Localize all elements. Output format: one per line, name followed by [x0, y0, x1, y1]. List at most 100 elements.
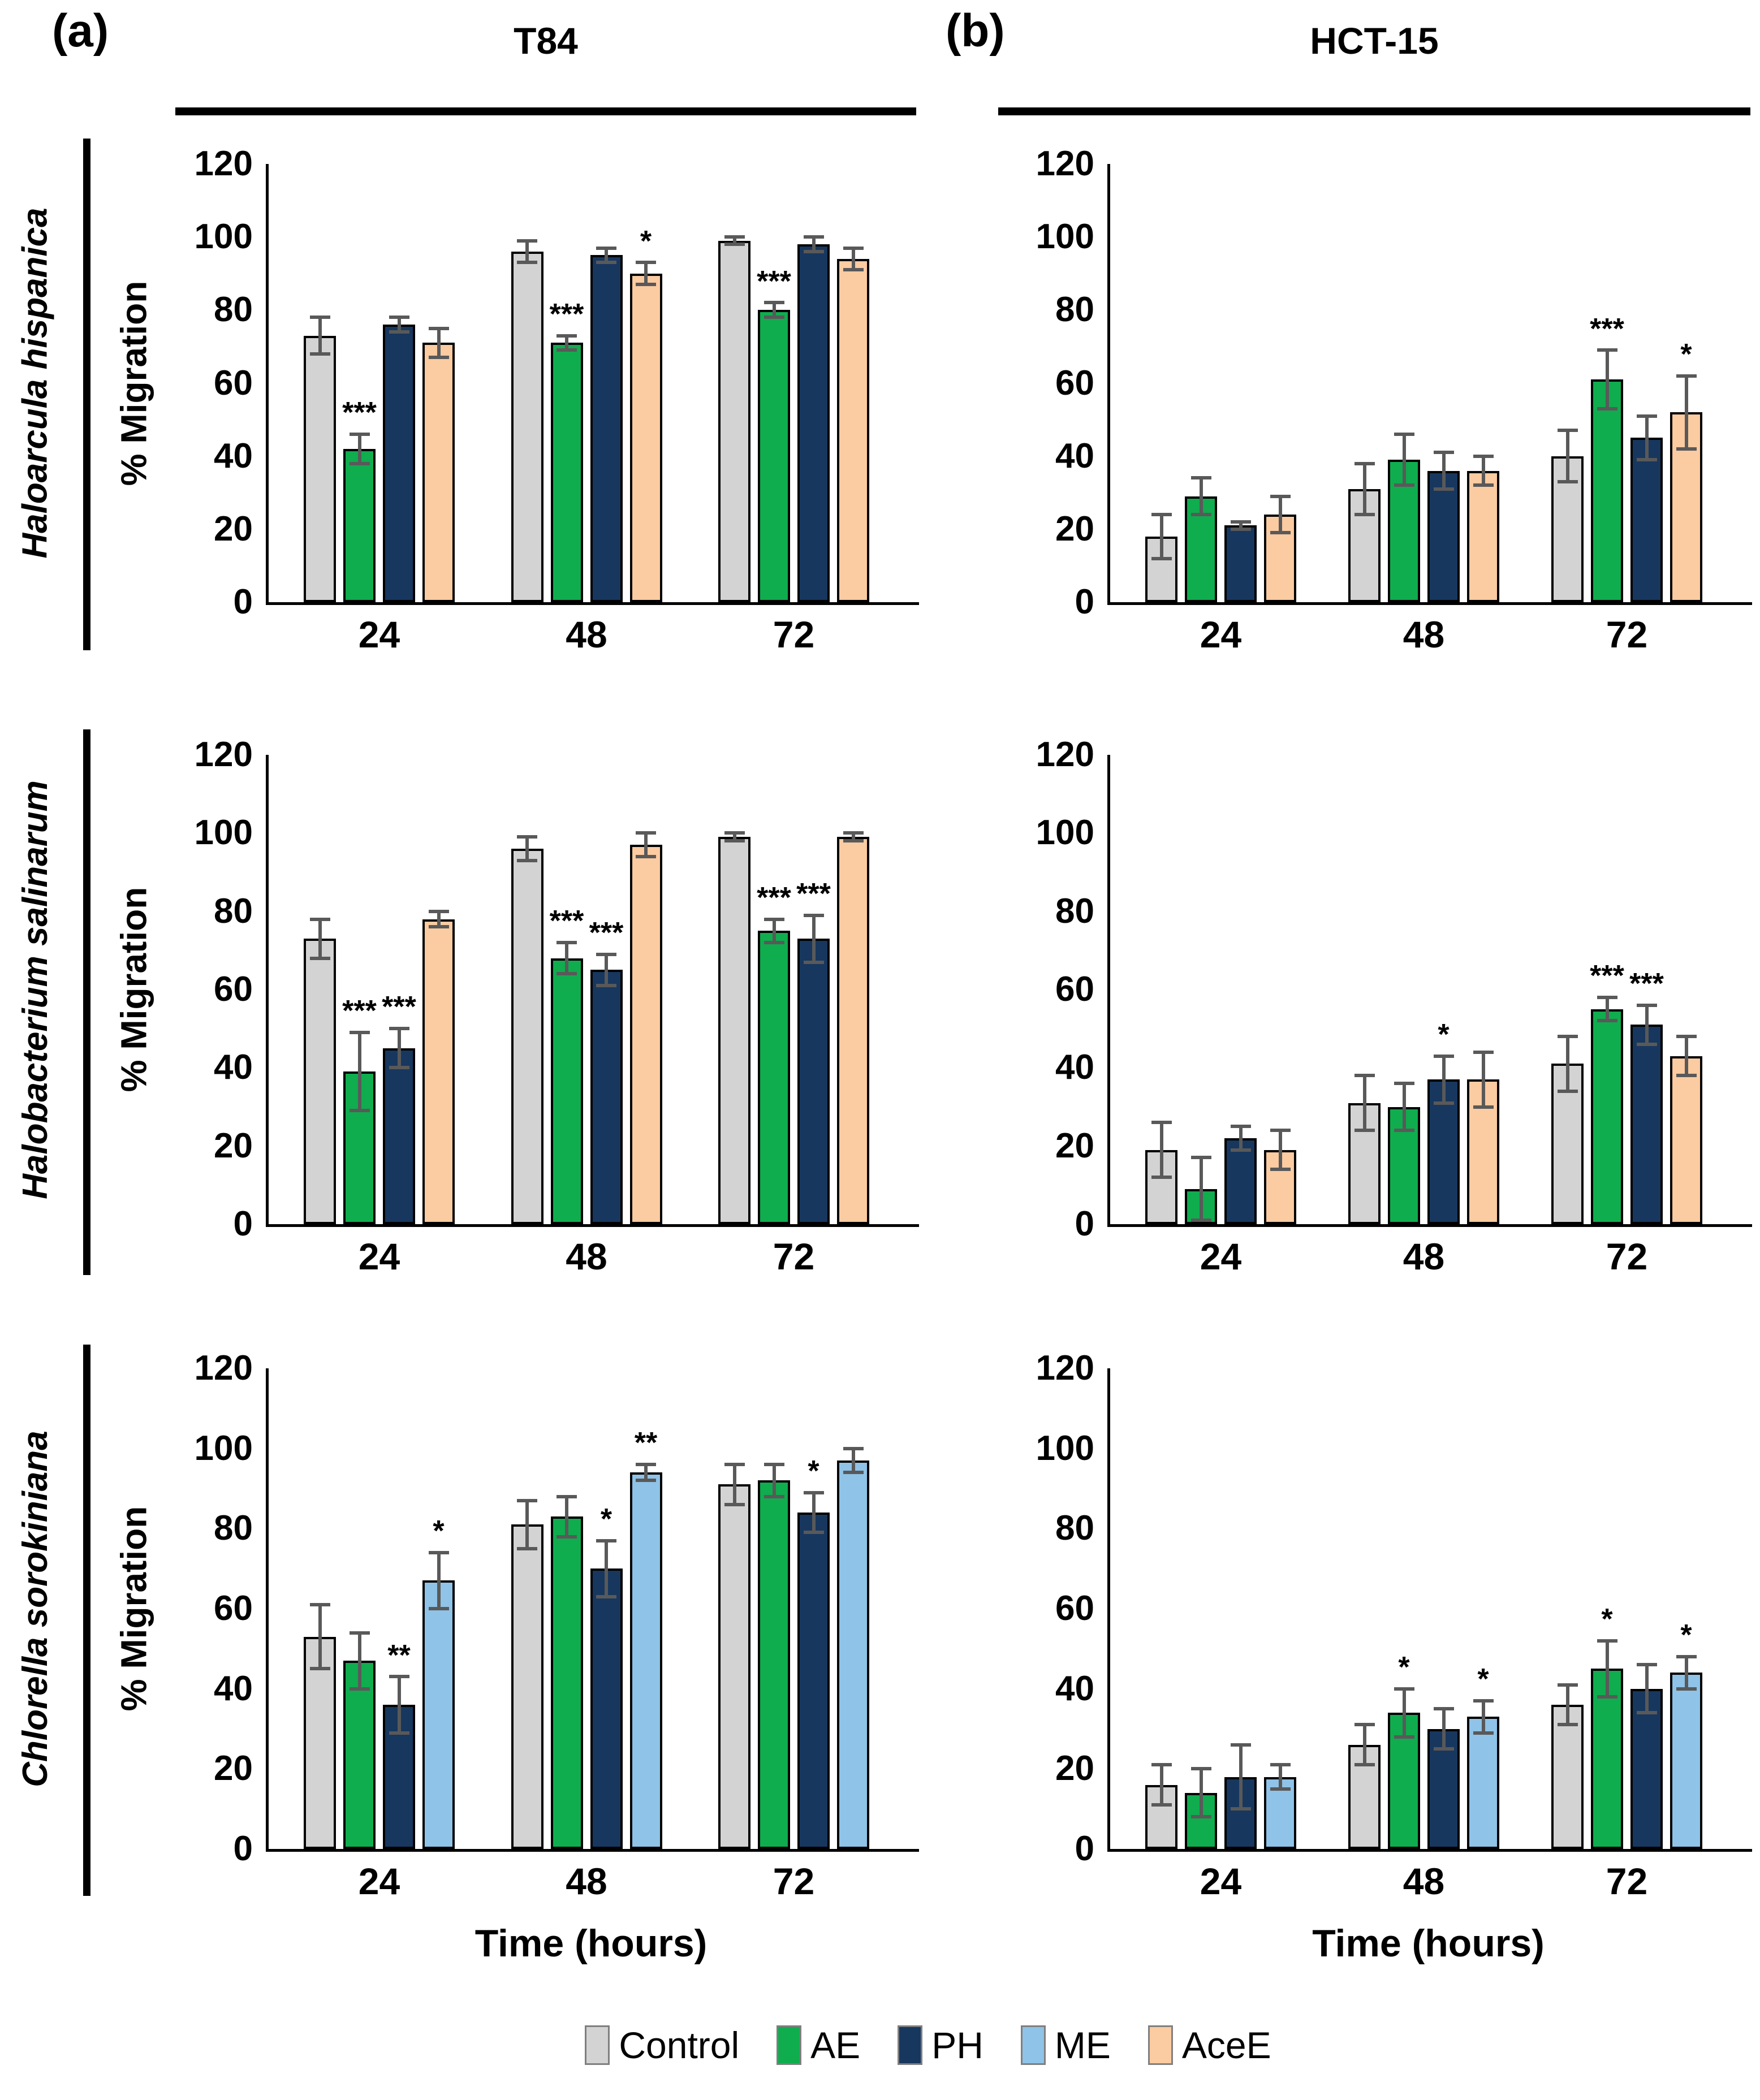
bar-slot-ae: *** [550, 755, 584, 1224]
significance-stars: * [808, 1454, 819, 1488]
bar-ae [1591, 379, 1623, 602]
error-bar-cap-bottom [724, 839, 745, 843]
bar-me [422, 1580, 455, 1849]
error-bar-cap-bottom [1151, 556, 1172, 560]
significance-stars: *** [342, 396, 377, 430]
error-bar-line [605, 1540, 608, 1597]
bar-group: 24 [1145, 1368, 1296, 1900]
row-label-halobacterium-salinarum: Halobacterium salinarum [3, 755, 67, 1224]
bar-ph [383, 325, 415, 602]
y-tick-label: 0 [233, 582, 253, 621]
error-bar-line [1199, 478, 1203, 515]
y-tick-label: 80 [1055, 891, 1094, 931]
bar-acee [1670, 1056, 1702, 1224]
y-tick-label: 120 [1036, 735, 1094, 774]
y-tick-label: 60 [214, 1589, 253, 1628]
bar-slot-control [1348, 755, 1381, 1224]
error-bar-cap-top [428, 909, 449, 913]
x-tick-label: 48 [566, 613, 607, 655]
y-axis-title-text: % Migration [113, 1506, 154, 1712]
error-bar-line [1278, 1765, 1282, 1789]
error-bar-cap-bottom [1270, 1168, 1291, 1172]
error-bar-cap-top [1636, 1663, 1657, 1667]
legend-swatch-ph [898, 2025, 923, 2065]
y-tick-label: 40 [1055, 1669, 1094, 1708]
bar-ph [383, 1048, 415, 1224]
plot-area: 24 * * 48 * * 72 [1110, 1368, 1752, 1900]
bar-slot-ph [383, 164, 415, 602]
bar-group: * 72 [718, 1368, 869, 1900]
x-axis-title: Time (hours) [474, 1922, 708, 1965]
error-bar-line [397, 1676, 401, 1733]
error-bar-line [812, 1492, 816, 1533]
error-bar-cap-top [1557, 1683, 1578, 1687]
bar-ae [550, 958, 583, 1224]
bar-slot-ae: *** [757, 164, 791, 602]
error-bar-cap-top [1394, 1082, 1414, 1085]
row-label-chlorella-sorokiniana: Chlorella sorokiniana [3, 1368, 67, 1849]
error-bar-line [772, 1464, 776, 1497]
bar-control [718, 240, 750, 602]
bar-slot-control [1551, 755, 1584, 1224]
y-tick-label: 120 [1036, 1349, 1094, 1388]
error-bar-cap-top [843, 246, 864, 250]
y-tick-label: 0 [1075, 1829, 1094, 1868]
error-bar-cap-top [1557, 429, 1578, 433]
error-bar-cap-top [557, 334, 577, 338]
legend-swatch-acee [1148, 2025, 1173, 2065]
error-bar-cap-top [517, 835, 537, 839]
y-axis-title: % Migration [109, 164, 158, 602]
bar-chart-hct15-haloarcula: 0 20 40 60 80 100 120 24 48 *** * 72 [1036, 146, 1752, 653]
error-bar-cap-bottom [843, 268, 864, 272]
error-bar-cap-bottom [1394, 1129, 1414, 1132]
bar-slot-me: * [1670, 1368, 1702, 1849]
error-bar-cap-bottom [724, 1502, 745, 1506]
error-bar-line [1684, 375, 1688, 449]
x-tick-label: 72 [1606, 1860, 1648, 1902]
error-bar-cap-top [1597, 348, 1617, 352]
error-bar-cap-bottom [1557, 1723, 1578, 1727]
error-bar-line [605, 954, 608, 986]
significance-stars: *** [549, 297, 584, 331]
error-bar-cap-top [1151, 513, 1172, 516]
error-bar-cap-bottom [763, 941, 784, 944]
error-bar-line [1481, 1052, 1485, 1107]
significance-stars: * [433, 1515, 445, 1548]
error-bar-line [437, 1552, 441, 1609]
row-bracket [83, 139, 90, 650]
error-bar-line [851, 1448, 855, 1473]
legend-swatch-ae [777, 2025, 802, 2065]
error-bar-cap-bottom [428, 925, 449, 929]
bar-slot-control [1551, 1368, 1584, 1849]
bar-slot-acee [1264, 755, 1296, 1224]
significance-stars: *** [757, 881, 791, 914]
bar-acee [422, 343, 455, 602]
legend-item-me: ME [1020, 2025, 1111, 2065]
error-bar-line [1402, 1688, 1406, 1737]
significance-stars: *** [757, 265, 791, 298]
error-bar-line [318, 1604, 322, 1669]
error-bar-cap-bottom [843, 1471, 864, 1475]
row-label-haloarcula-hispanica: Haloarcula hispanica [3, 164, 67, 602]
bar-slot-ae: *** [1590, 164, 1624, 602]
error-bar-cap-top [557, 941, 577, 944]
significance-stars: *** [589, 916, 624, 949]
error-bar-cap-bottom [724, 243, 745, 247]
bar-acee [629, 845, 662, 1224]
error-bar-line [1605, 350, 1609, 409]
error-bar-line [851, 833, 855, 841]
bar-ph [797, 1513, 830, 1849]
bar-ae [1388, 1713, 1420, 1849]
error-bar-cap-bottom [349, 1109, 370, 1113]
significance-stars: * [1438, 1018, 1450, 1051]
legend-label: AE [810, 2024, 861, 2066]
bar-chart-hct15-halobacterium: 0 20 40 60 80 100 120 24 * 48 *** *** 72 [1036, 737, 1752, 1275]
bar-slot-ae [1185, 164, 1217, 602]
error-bar-cap-bottom [389, 1066, 409, 1070]
error-bar-cap-bottom [389, 1731, 409, 1735]
error-bar-cap-bottom [636, 854, 656, 858]
legend-item-ae: AE [777, 2025, 860, 2065]
y-tick-label: 100 [1036, 813, 1094, 853]
bar-group: * * 72 [1551, 1368, 1702, 1900]
y-tick-label: 60 [1055, 1589, 1094, 1628]
